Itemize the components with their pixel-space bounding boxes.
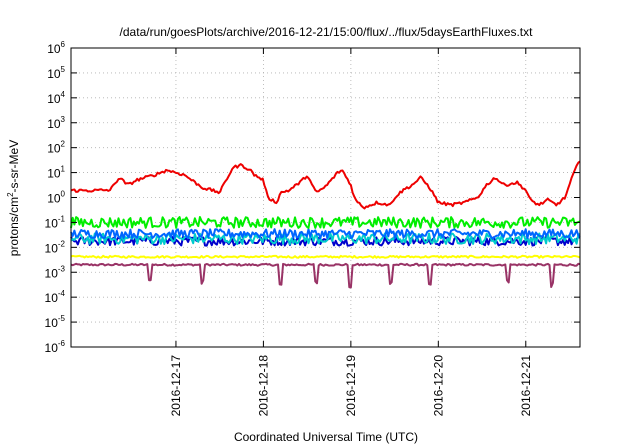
flux-series-line <box>70 262 581 289</box>
flux-series-line <box>70 216 581 229</box>
y-tick-label: 100 <box>47 190 65 206</box>
chart-title: /data/run/goesPlots/archive/2016-12-21/1… <box>120 25 534 39</box>
x-tick-label: 2016-12-18 <box>256 355 270 417</box>
y-tick-label: 101 <box>47 165 65 181</box>
grid-lines <box>71 48 580 347</box>
y-tick-label: 102 <box>47 140 65 156</box>
x-tick-label: 2016-12-20 <box>431 355 445 417</box>
x-tick-label: 2016-12-19 <box>344 355 358 417</box>
y-tick-label: 105 <box>47 65 65 81</box>
y-tick-label: 104 <box>47 90 65 106</box>
y-tick-label: 10-2 <box>45 239 66 255</box>
y-tick-label: 10-3 <box>45 264 66 280</box>
x-axis-ticks: 2016-12-17 2016-12-18 2016-12-19 2016-12-20… <box>169 48 533 416</box>
x-axis-label: Coordinated Universal Time (UTC) <box>234 430 418 444</box>
y-axis-ticks: 10-6 10-5 10-4 10-3 10-2 10-1 100 101 102 103 104 1… <box>45 40 580 355</box>
flux-series-line <box>70 232 581 246</box>
x-tick-label: 2016-12-17 <box>169 355 183 417</box>
y-tick-label: 10-6 <box>45 339 66 355</box>
flux-series-line <box>70 228 581 240</box>
y-tick-label: 106 <box>47 40 65 56</box>
y-axis-label-superscript: 2 <box>6 192 15 197</box>
y-tick-label: 10-4 <box>45 289 66 305</box>
x-tick-label: 2016-12-21 <box>519 355 533 417</box>
y-tick-label: 103 <box>47 115 65 131</box>
y-tick-label: 10-5 <box>45 314 66 330</box>
y-tick-label: 10-1 <box>45 214 66 230</box>
flux-series-line <box>70 160 581 210</box>
flux-series-line <box>70 235 581 247</box>
flux-series-line <box>70 254 581 259</box>
y-axis-label: protons/cm2-s-sr-MeV <box>6 140 21 256</box>
series-layer <box>70 160 581 289</box>
